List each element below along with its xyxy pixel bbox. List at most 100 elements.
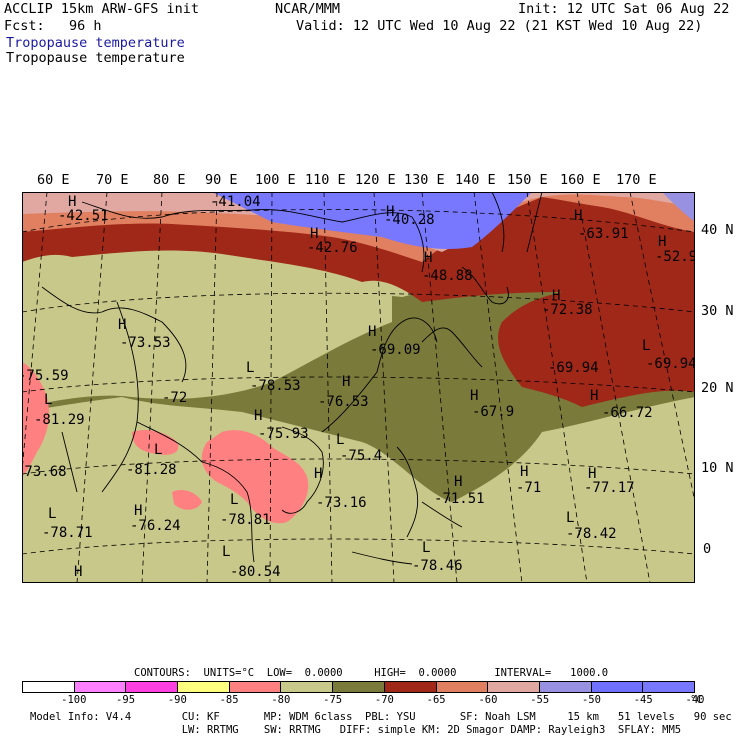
- map-value: -77.17: [584, 480, 635, 496]
- lon-label: 90 E: [205, 172, 238, 188]
- highs-lows: H -42.51 -41.04 H -40.28 H -42.76 H -48.…: [22, 194, 695, 580]
- map-symbol: L: [44, 392, 52, 408]
- lat-label: 40 N: [701, 222, 734, 238]
- model-info-line2: LW: RRTMG SW: RRTMG DIFF: simple KM: 2D …: [30, 724, 682, 736]
- map-value: -73.68: [22, 464, 67, 480]
- map-value: -40.28: [384, 212, 435, 228]
- colorbar: [22, 681, 695, 693]
- map-value: -78.53: [250, 378, 301, 394]
- map-symbol: H: [314, 466, 322, 482]
- lon-label: 60 E: [37, 172, 70, 188]
- lon-label: 160 E: [560, 172, 601, 188]
- colorbar-swatch: [539, 682, 592, 692]
- colorbar-swatch: [591, 682, 644, 692]
- model-info-line1: Model Info: V4.4 CU: KF MP: WDM 6class P…: [30, 711, 732, 723]
- lon-label: 170 E: [616, 172, 657, 188]
- map-symbol: L: [48, 506, 56, 522]
- map-symbol: L: [246, 360, 254, 376]
- colorbar-swatch: [488, 682, 540, 692]
- map-symbol: H: [520, 464, 528, 480]
- field-band-tan-west: [22, 282, 392, 407]
- init-time: Init: 12 UTC Sat 06 Aug 22: [518, 1, 730, 17]
- colorbar-tick: -80: [271, 694, 291, 706]
- map-value: -78.42: [566, 526, 617, 542]
- map-panel: H -42.51 -41.04 H -40.28 H -42.76 H -48.…: [22, 192, 695, 583]
- map-symbol: L: [222, 544, 230, 560]
- colorbar-swatch: [281, 682, 334, 692]
- lon-label: 110 E: [305, 172, 346, 188]
- map-symbol: L: [336, 432, 344, 448]
- colorbar-swatch: [126, 682, 179, 692]
- field-title-2: Tropopause temperature: [6, 50, 185, 66]
- map-svg: H -42.51 -41.04 H -40.28 H -42.76 H -48.…: [22, 192, 695, 583]
- forecast-hour: Fcst: 96 h: [4, 18, 102, 34]
- map-value: -71.51: [434, 491, 485, 507]
- map-value: -66.72: [602, 405, 653, 421]
- map-symbol: H: [342, 374, 350, 390]
- map-value: -41.04: [210, 194, 261, 210]
- map-symbol: H: [658, 234, 666, 250]
- colorbar-tick: -85: [219, 694, 239, 706]
- colorbar-tick: -75: [323, 694, 343, 706]
- map-symbol: H: [590, 388, 598, 404]
- cold-patch: [201, 430, 309, 524]
- map-value: -63.91: [578, 226, 629, 242]
- colorbar-swatch: [436, 682, 489, 692]
- map-symbol: H: [424, 250, 432, 266]
- lon-label: 140 E: [455, 172, 496, 188]
- map-value: -76.53: [318, 394, 369, 410]
- colorbar-swatch: [229, 682, 282, 692]
- lon-label: 80 E: [153, 172, 186, 188]
- map-value: -72: [162, 390, 187, 406]
- map-symbol: H: [68, 194, 76, 210]
- lat-label: 0: [703, 541, 712, 557]
- map-value: -73.16: [316, 495, 367, 511]
- map-value: -48.88: [422, 268, 473, 284]
- map-value: -81.29: [34, 412, 85, 428]
- lat-label: 30 N: [701, 303, 734, 319]
- map-symbol: H: [118, 317, 126, 333]
- colorbar-tick: -55: [530, 694, 550, 706]
- map-value: -78.81: [220, 512, 271, 528]
- map-value: -73.53: [120, 335, 171, 351]
- colorbar-swatch: [74, 682, 127, 692]
- colorbar-tick: -50: [581, 694, 601, 706]
- map-value: -76.24: [130, 518, 181, 534]
- map-value: -78.46: [412, 558, 463, 574]
- valid-time: Valid: 12 UTC Wed 10 Aug 22 (21 KST Wed …: [296, 18, 703, 34]
- colorbar-tick: -40: [685, 694, 705, 706]
- contours-info: CONTOURS: UNITS=°C LOW= 0.0000 HIGH= 0.0…: [134, 667, 609, 679]
- field-band-lavender: [662, 192, 695, 222]
- map-frame: [22, 192, 695, 583]
- map-symbol: H: [588, 466, 596, 482]
- model-title: ACCLIP 15km ARW-GFS init: [4, 1, 200, 17]
- map-value: -81.28: [126, 462, 177, 478]
- map-value: -75.4: [340, 448, 382, 464]
- field-band-blue: [212, 192, 532, 249]
- colorbar-tick: -95: [116, 694, 136, 706]
- cold-patch: [22, 362, 49, 477]
- map-symbol: H: [310, 226, 318, 242]
- map-value: -67.9: [472, 404, 514, 420]
- cold-patch: [132, 430, 179, 455]
- map-symbol: L: [566, 510, 574, 526]
- lon-label: 70 E: [96, 172, 129, 188]
- map-value: -71: [516, 480, 541, 496]
- map-symbol: H: [454, 474, 462, 490]
- map-symbol: L: [230, 492, 238, 508]
- colorbar-swatch: [384, 682, 437, 692]
- map-value: -42.51: [58, 208, 109, 224]
- map-symbol: H: [470, 388, 478, 404]
- map-value: -69.94: [548, 360, 599, 376]
- graticule: [22, 192, 695, 583]
- map-value: -75.93: [258, 426, 309, 442]
- map-symbol: L: [642, 338, 650, 354]
- map-value: -42.76: [307, 240, 358, 256]
- colorbar-swatch: [23, 682, 75, 692]
- map-value: -69.09: [370, 342, 421, 358]
- map-symbol: H: [386, 204, 394, 220]
- map-symbol: H: [134, 503, 142, 519]
- lat-label: 20 N: [701, 380, 734, 396]
- lon-label: 100 E: [255, 172, 296, 188]
- colorbar-tick: -60: [478, 694, 498, 706]
